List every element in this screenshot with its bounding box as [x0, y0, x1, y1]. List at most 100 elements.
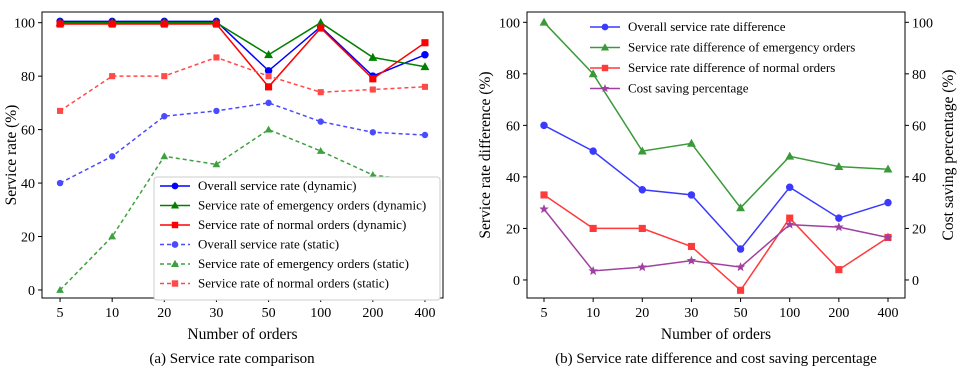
data-point — [265, 73, 272, 80]
x-tick-label: 400 — [877, 306, 898, 321]
y-tick-label: 0 — [513, 274, 520, 289]
data-point — [264, 67, 273, 75]
y-axis-label: Service rate (%) — [3, 105, 20, 206]
data-point — [56, 107, 64, 114]
x-tick-label: 30 — [684, 306, 698, 321]
x-tick-label: 100 — [779, 306, 800, 321]
chart-a: 5 10 20 30 50 100 200 400 0 20 40 60 80 100 Number of … — [3, 11, 444, 343]
data-point — [834, 161, 844, 170]
data-point — [539, 17, 549, 26]
legend-label: Service rate of emergency orders (static… — [198, 256, 409, 271]
legend-label: Service rate of normal orders (dynamic) — [198, 217, 406, 232]
y-right-tick-label: 0 — [912, 274, 919, 289]
data-point — [56, 285, 64, 293]
data-point — [835, 266, 843, 274]
data-point — [264, 50, 274, 59]
legend-marker — [170, 259, 180, 268]
data-point — [637, 146, 647, 155]
x-tick-label: 50 — [262, 306, 276, 321]
legend-label: Overall service rate (dynamic) — [198, 178, 356, 193]
legend-marker — [601, 64, 609, 72]
x-tick-label: 20 — [157, 306, 171, 321]
x-tick-label: 100 — [310, 306, 331, 321]
series-line — [60, 20, 426, 77]
y-right-tick-label: 40 — [912, 171, 926, 186]
series-line — [60, 21, 426, 68]
series-line — [59, 56, 426, 112]
legend-marker — [600, 84, 610, 93]
y-tick-label: 40 — [21, 177, 35, 192]
data-point — [316, 146, 325, 154]
legend-marker — [171, 241, 179, 248]
legend-label: Cost saving percentage — [628, 81, 749, 96]
legend-label: Service rate of normal orders (static) — [198, 276, 389, 291]
data-point — [687, 242, 695, 251]
data-point — [589, 147, 597, 155]
data-point — [213, 107, 220, 115]
legend-label: Service rate difference of emergency ord… — [628, 40, 855, 55]
y-tick-label: 60 — [506, 119, 520, 134]
legend-label: Overall service rate difference — [628, 19, 786, 34]
x-tick-label: 30 — [209, 306, 223, 321]
legend-marker — [171, 221, 179, 229]
y-right-tick-label: 100 — [912, 16, 933, 31]
data-point — [785, 151, 795, 160]
data-point — [736, 203, 746, 212]
x-tick-label: 10 — [105, 306, 119, 321]
data-point — [588, 69, 598, 78]
x-tick-label: 50 — [734, 306, 748, 321]
data-point — [56, 20, 64, 28]
data-point — [539, 204, 549, 214]
data-point — [317, 89, 324, 96]
series-line — [59, 128, 426, 291]
data-point — [784, 219, 795, 229]
data-point — [264, 125, 273, 133]
data-point — [160, 20, 168, 28]
data-point — [638, 224, 646, 232]
legend-marker — [171, 280, 179, 287]
y-tick-label: 80 — [21, 70, 35, 85]
x-axis-label: Number of orders — [187, 326, 297, 343]
x-tick-label: 200 — [362, 306, 383, 321]
plot-frame — [526, 11, 906, 299]
data-point — [56, 179, 64, 187]
data-point — [884, 198, 892, 207]
data-point — [421, 83, 429, 90]
y-tick-label: 100 — [14, 17, 35, 32]
data-point — [317, 24, 325, 32]
data-point — [369, 75, 377, 83]
data-point — [637, 262, 648, 272]
x-axis-label: Number of orders — [661, 326, 771, 343]
data-point — [369, 86, 376, 93]
y-tick-label: 100 — [499, 16, 520, 31]
data-point — [737, 286, 745, 294]
x-tick-label: 5 — [541, 306, 548, 321]
data-point — [883, 164, 893, 173]
data-point — [736, 245, 745, 253]
y-tick-label: 80 — [506, 68, 520, 83]
data-point — [835, 214, 843, 222]
legend-label: Service rate difference of normal orders — [628, 60, 835, 75]
data-point — [834, 222, 844, 232]
x-tick-label: 5 — [57, 306, 64, 321]
legend-label: Service rate of emergency orders (dynami… — [198, 198, 426, 213]
data-point — [317, 118, 324, 125]
data-point — [588, 265, 598, 275]
data-point — [735, 262, 746, 272]
caption-a: (a) Service rate comparison — [149, 351, 315, 367]
data-point — [161, 73, 168, 80]
data-point — [265, 83, 273, 91]
y-right-axis-label: Cost saving percentage (%) — [940, 70, 957, 241]
legend-marker — [171, 182, 179, 190]
data-point — [160, 152, 169, 160]
data-point — [421, 51, 429, 59]
data-point — [421, 131, 429, 139]
x-tick-label: 20 — [635, 306, 649, 321]
caption-b: (b) Service rate difference and cost sav… — [555, 351, 877, 367]
y-tick-label: 20 — [21, 231, 35, 246]
legend-marker — [170, 201, 180, 209]
series-line — [60, 23, 426, 88]
data-point — [687, 191, 696, 199]
data-point — [108, 20, 116, 28]
